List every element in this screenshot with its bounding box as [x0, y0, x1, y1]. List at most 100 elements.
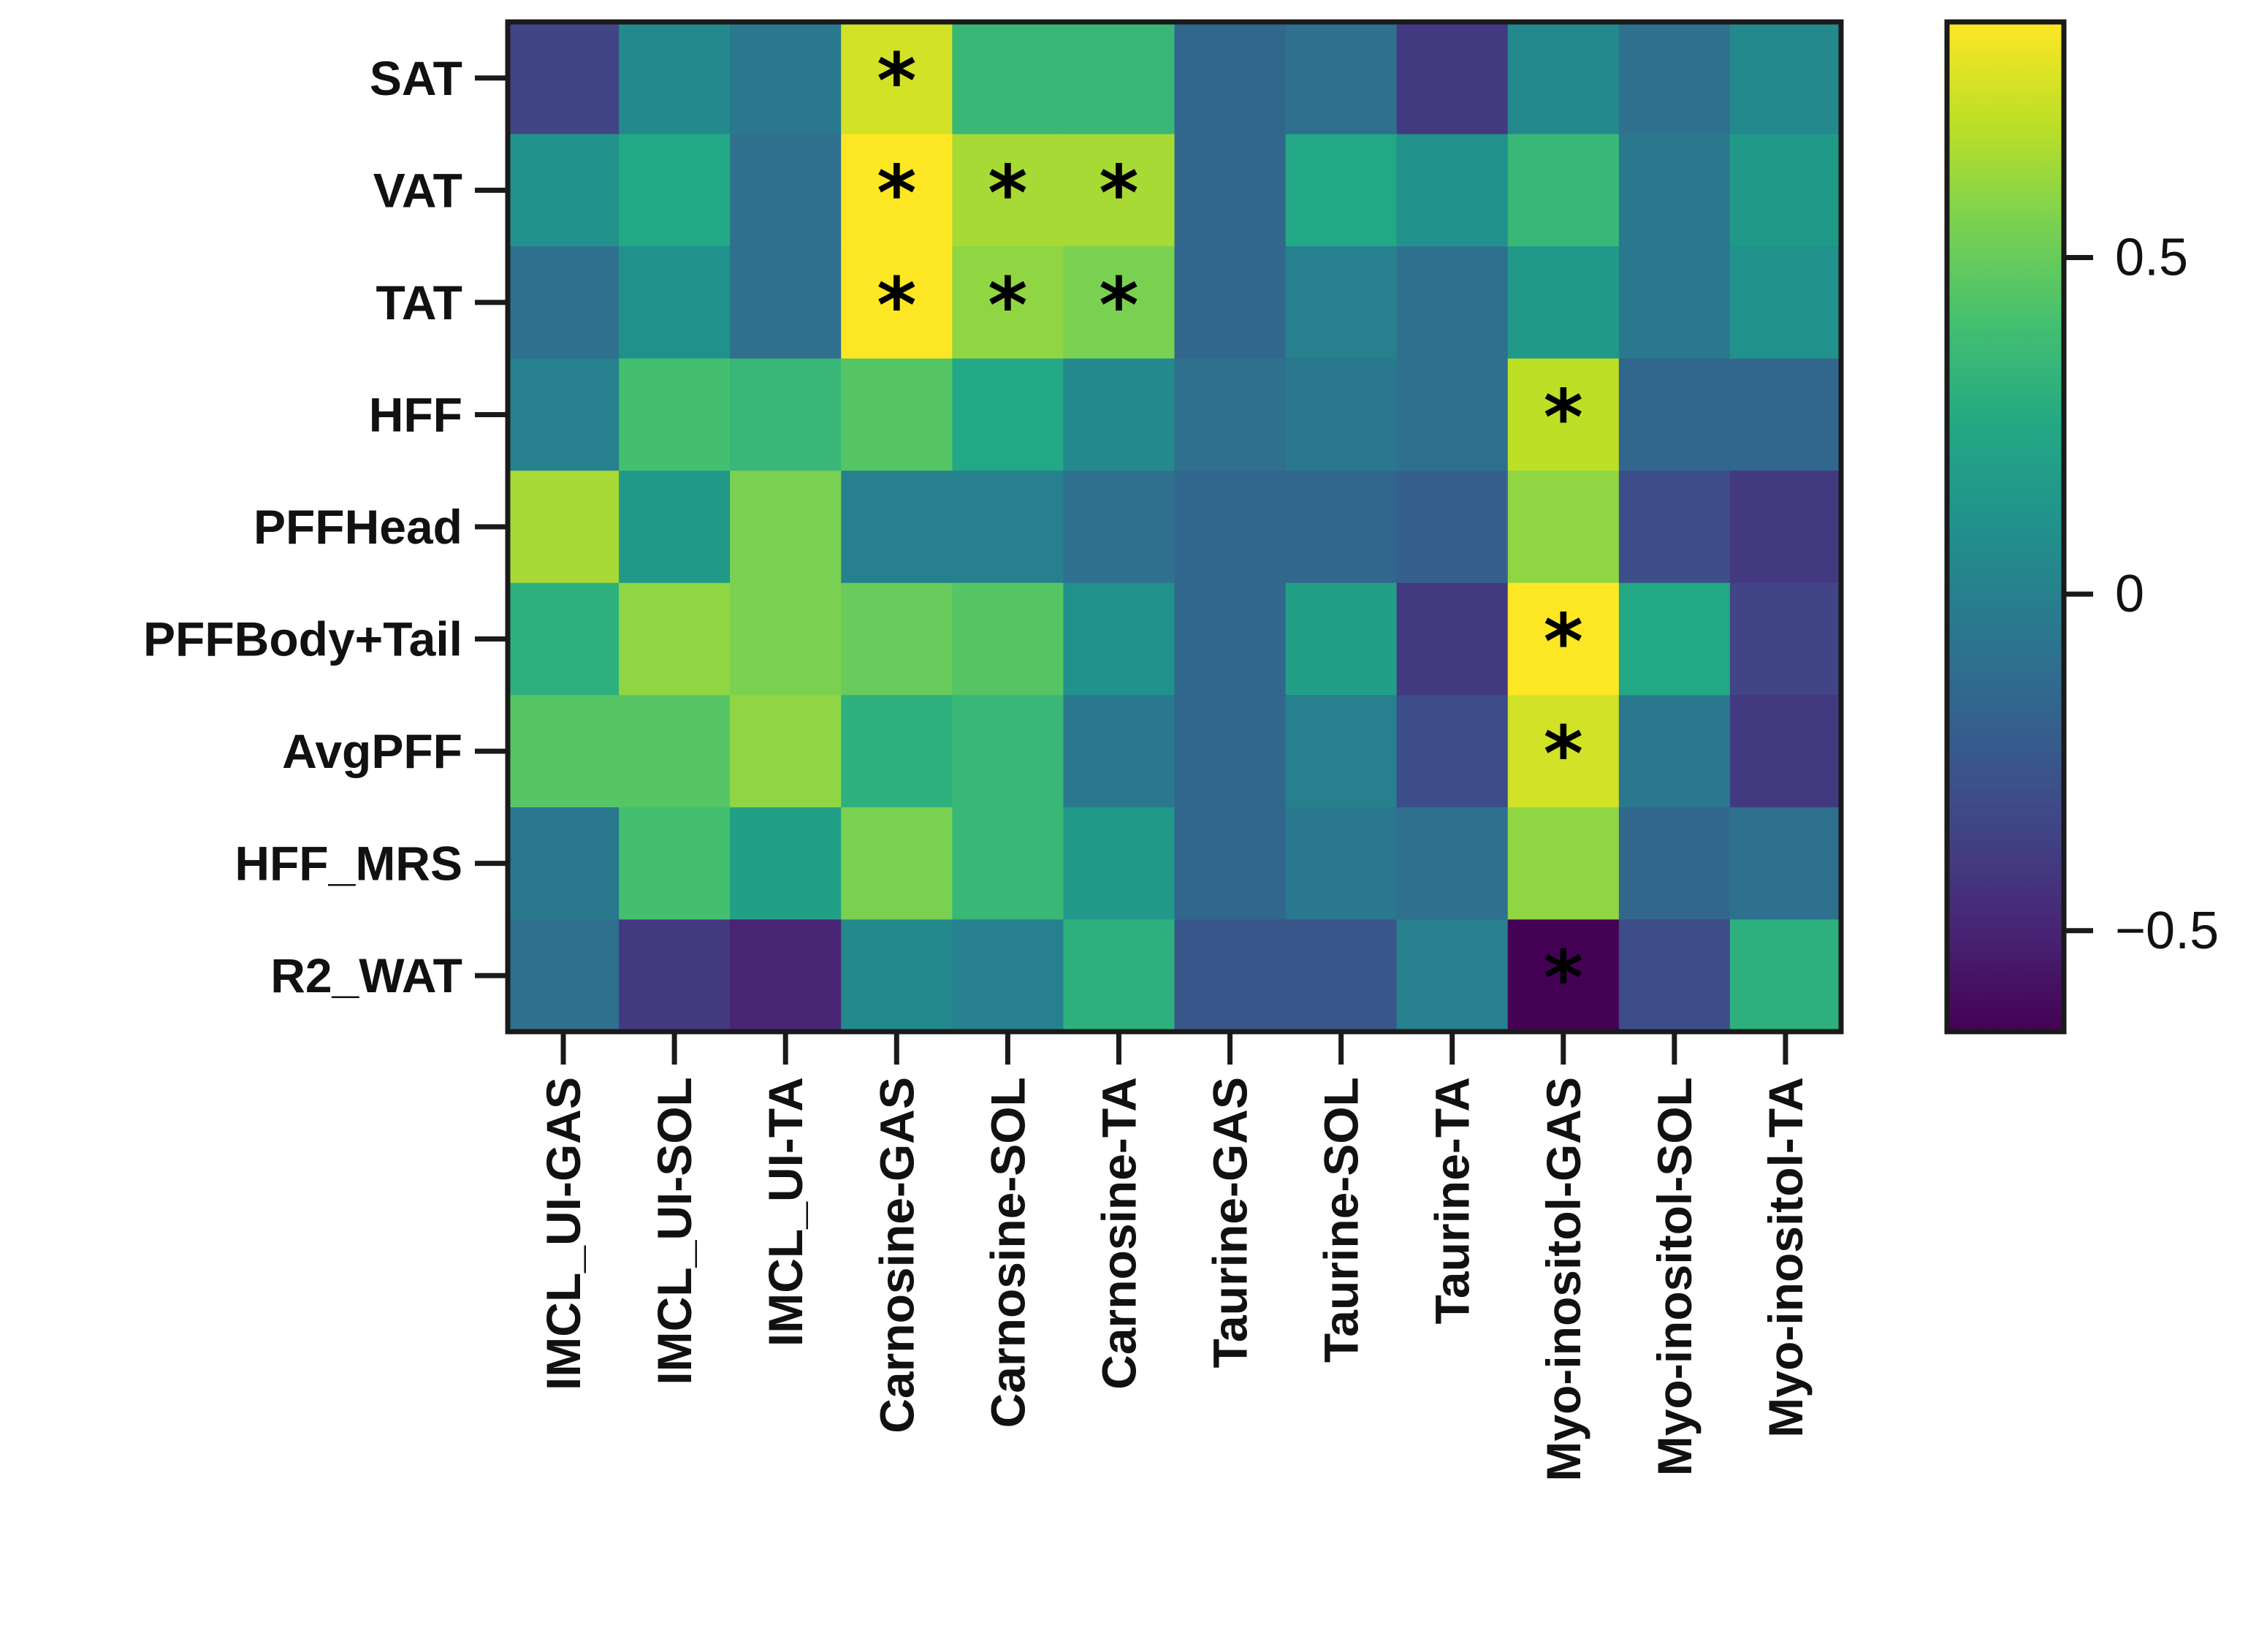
heatmap-cell-4-10: [1618, 471, 1731, 584]
heatmap-cell-0-7: [1285, 22, 1398, 135]
heatmap-cell-1-3: [841, 134, 953, 247]
column-label: Carnosine-GAS: [869, 1077, 923, 1434]
heatmap-cell-7-7: [1285, 807, 1398, 921]
heatmap-cell-1-6: [1174, 134, 1287, 247]
heatmap-cell-1-9: [1507, 134, 1620, 247]
heatmap-cell-2-9: [1507, 246, 1620, 359]
heatmap-cell-8-7: [1285, 919, 1398, 1032]
heatmap-cell-1-1: [619, 134, 731, 247]
heatmap-cell-3-7: [1285, 358, 1398, 471]
heatmap-cell-5-2: [730, 582, 842, 696]
heatmap-cell-5-3: [841, 582, 953, 696]
heatmap-cell-8-9: [1507, 919, 1620, 1032]
row-label: AvgPFF: [282, 724, 462, 778]
column-label: Carnosine-SOL: [980, 1077, 1035, 1428]
heatmap-cell-4-0: [508, 471, 620, 584]
row-label: PFFHead: [254, 500, 462, 554]
heatmap-cell-7-8: [1396, 807, 1509, 921]
heatmap-cell-4-8: [1396, 471, 1509, 584]
heatmap-cell-7-4: [952, 807, 1064, 921]
heatmap-cell-6-0: [508, 695, 620, 808]
heatmap-cell-2-11: [1729, 246, 1842, 359]
heatmap-cell-4-5: [1063, 471, 1176, 584]
heatmap-cell-3-5: [1063, 358, 1176, 471]
heatmap-cell-0-5: [1063, 22, 1176, 135]
column-label: Myo-inositol-SOL: [1647, 1077, 1702, 1476]
heatmap-cell-5-8: [1396, 582, 1509, 696]
heatmap-cell-1-2: [730, 134, 842, 247]
heatmap-cell-6-11: [1729, 695, 1842, 808]
heatmap-cell-6-10: [1618, 695, 1731, 808]
heatmap-cell-7-3: [841, 807, 953, 921]
heatmap-cell-4-7: [1285, 471, 1398, 584]
heatmap-cell-6-9: [1507, 695, 1620, 808]
heatmap-cell-0-2: [730, 22, 842, 135]
row-label: R2_WAT: [270, 948, 462, 1002]
row-label: PFFBody+Tail: [143, 612, 462, 666]
heatmap-cell-6-8: [1396, 695, 1509, 808]
column-label: Taurine-TA: [1425, 1077, 1479, 1325]
heatmap-cell-8-10: [1618, 919, 1731, 1032]
significance-star: *: [1099, 261, 1138, 350]
heatmap-cell-3-8: [1396, 358, 1509, 471]
heatmap-cell-5-0: [508, 582, 620, 696]
column-label: Myo-inositol-GAS: [1536, 1077, 1590, 1482]
column-label: IMCL_UI-GAS: [536, 1077, 590, 1390]
heatmap-cell-7-1: [619, 807, 731, 921]
heatmap-cell-8-11: [1729, 919, 1842, 1032]
heatmap-cell-3-6: [1174, 358, 1287, 471]
heatmap-cell-0-9: [1507, 22, 1620, 135]
heatmap-cell-0-1: [619, 22, 731, 135]
heatmap-cell-0-4: [952, 22, 1064, 135]
heatmap-cell-2-5: [1063, 246, 1176, 359]
significance-star: *: [988, 148, 1027, 237]
heatmap-cell-6-6: [1174, 695, 1287, 808]
significance-star: *: [1544, 598, 1583, 687]
heatmap-cell-8-3: [841, 919, 953, 1032]
heatmap-cell-8-4: [952, 919, 1064, 1032]
significance-star: *: [1544, 709, 1583, 799]
heatmap-cell-1-11: [1729, 134, 1842, 247]
heatmap-cell-3-4: [952, 358, 1064, 471]
significance-star: *: [1544, 373, 1583, 462]
heatmap-cell-0-11: [1729, 22, 1842, 135]
colorbar: 0.5 0 −0.5: [1944, 19, 2219, 1035]
significance-star: *: [877, 37, 916, 126]
heatmap-cell-7-11: [1729, 807, 1842, 921]
heatmap-cell-8-2: [730, 919, 842, 1032]
colorbar-tick-label: −0.5: [2115, 902, 2219, 960]
heatmap-cell-8-6: [1174, 919, 1287, 1032]
heatmap-cell-4-9: [1507, 471, 1620, 584]
heatmap-cell-3-3: [841, 358, 953, 471]
row-label: HFF_MRS: [235, 837, 462, 891]
heatmap-cell-7-2: [730, 807, 842, 921]
heatmap-cell-2-8: [1396, 246, 1509, 359]
significance-star: *: [877, 261, 916, 350]
heatmap-cell-7-5: [1063, 807, 1176, 921]
heatmap-cell-6-4: [952, 695, 1064, 808]
heatmap-cell-4-4: [952, 471, 1064, 584]
heatmap-cell-8-8: [1396, 919, 1509, 1032]
heatmap-cell-8-5: [1063, 919, 1176, 1032]
heatmap-cell-1-8: [1396, 134, 1509, 247]
column-label: Carnosine-TA: [1091, 1077, 1146, 1390]
colorbar-gradient: [1944, 19, 2067, 1035]
significance-star: *: [1099, 148, 1138, 237]
heatmap-cell-2-7: [1285, 246, 1398, 359]
heatmap-cell-5-9: [1507, 582, 1620, 696]
row-label: VAT: [373, 163, 462, 217]
column-label: IMCL_UI-SOL: [647, 1077, 701, 1385]
heatmap-cell-6-5: [1063, 695, 1176, 808]
heatmap-cell-5-5: [1063, 582, 1176, 696]
column-label: Myo-inositol-TA: [1759, 1077, 1813, 1438]
heatmap-cell-5-4: [952, 582, 1064, 696]
heatmap-cell-6-2: [730, 695, 842, 808]
row-label: HFF: [369, 387, 462, 441]
heatmap-cell-5-11: [1729, 582, 1842, 696]
column-axis: IMCL_UI-GAS IMCL_UI-SOL IMCL_UI-TA Carnosin…: [536, 1032, 1813, 1482]
heatmap-cell-2-0: [508, 246, 620, 359]
heatmap-cell-0-6: [1174, 22, 1287, 135]
heatmap-cell-3-11: [1729, 358, 1842, 471]
heatmap-cell-4-1: [619, 471, 731, 584]
